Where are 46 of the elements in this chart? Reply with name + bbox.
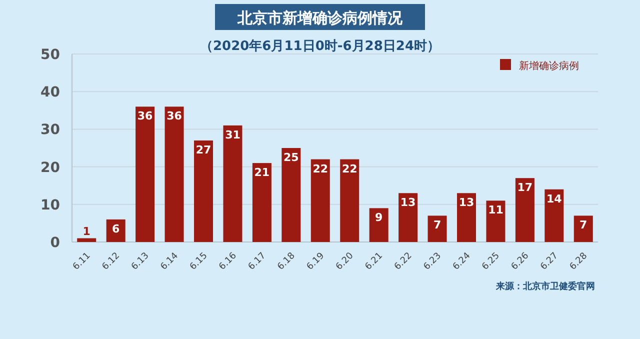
bar	[194, 140, 213, 242]
bar	[136, 106, 155, 242]
data-label: 7	[580, 218, 588, 232]
bar	[310, 159, 330, 242]
data-label: 13	[400, 196, 416, 210]
y-tick-label: 0	[50, 235, 60, 251]
title: 北京市新增确诊病例情况	[215, 4, 425, 30]
y-tick-label: 40	[40, 84, 60, 101]
data-label: 36	[137, 110, 154, 123]
data-label: 27	[196, 143, 212, 156]
y-tick-label: 30	[40, 122, 60, 138]
data-label: 22	[312, 162, 328, 176]
bar	[282, 148, 301, 242]
y-tick-label: 50	[40, 47, 60, 63]
bar	[77, 238, 96, 242]
bar	[515, 178, 534, 242]
y-tick-label: 10	[40, 197, 60, 214]
bar	[340, 159, 360, 242]
data-label: 13	[458, 196, 474, 210]
data-label: 6	[112, 222, 120, 236]
data-label: 22	[342, 162, 358, 176]
data-label: 7	[433, 218, 442, 232]
data-label: 36	[166, 110, 182, 123]
data-label: 21	[254, 166, 270, 180]
bar	[369, 208, 388, 242]
source-note: 来源：北京市卫健委官网	[495, 281, 595, 292]
bar	[164, 106, 184, 242]
data-label: 1	[82, 225, 90, 238]
bar	[223, 125, 242, 242]
bar	[544, 189, 564, 242]
chart-title: 北京市新增确诊病例情况	[236, 9, 404, 27]
data-label: 9	[375, 211, 383, 224]
data-label: 14	[546, 192, 562, 206]
legend-label: 新增确诊病例	[519, 60, 579, 72]
data-label: 31	[225, 128, 240, 142]
bar	[486, 200, 506, 242]
data-label: 25	[284, 151, 299, 164]
data-label: 11	[488, 204, 504, 217]
bar	[457, 193, 476, 242]
bar	[428, 216, 447, 242]
bar	[252, 163, 272, 242]
data-label: 17	[517, 181, 533, 194]
chart-subtitle: （2020年6月11日0时-6月28日24时）	[200, 39, 440, 54]
bar	[398, 193, 418, 242]
y-tick-label: 20	[40, 160, 60, 176]
bar	[574, 216, 593, 242]
